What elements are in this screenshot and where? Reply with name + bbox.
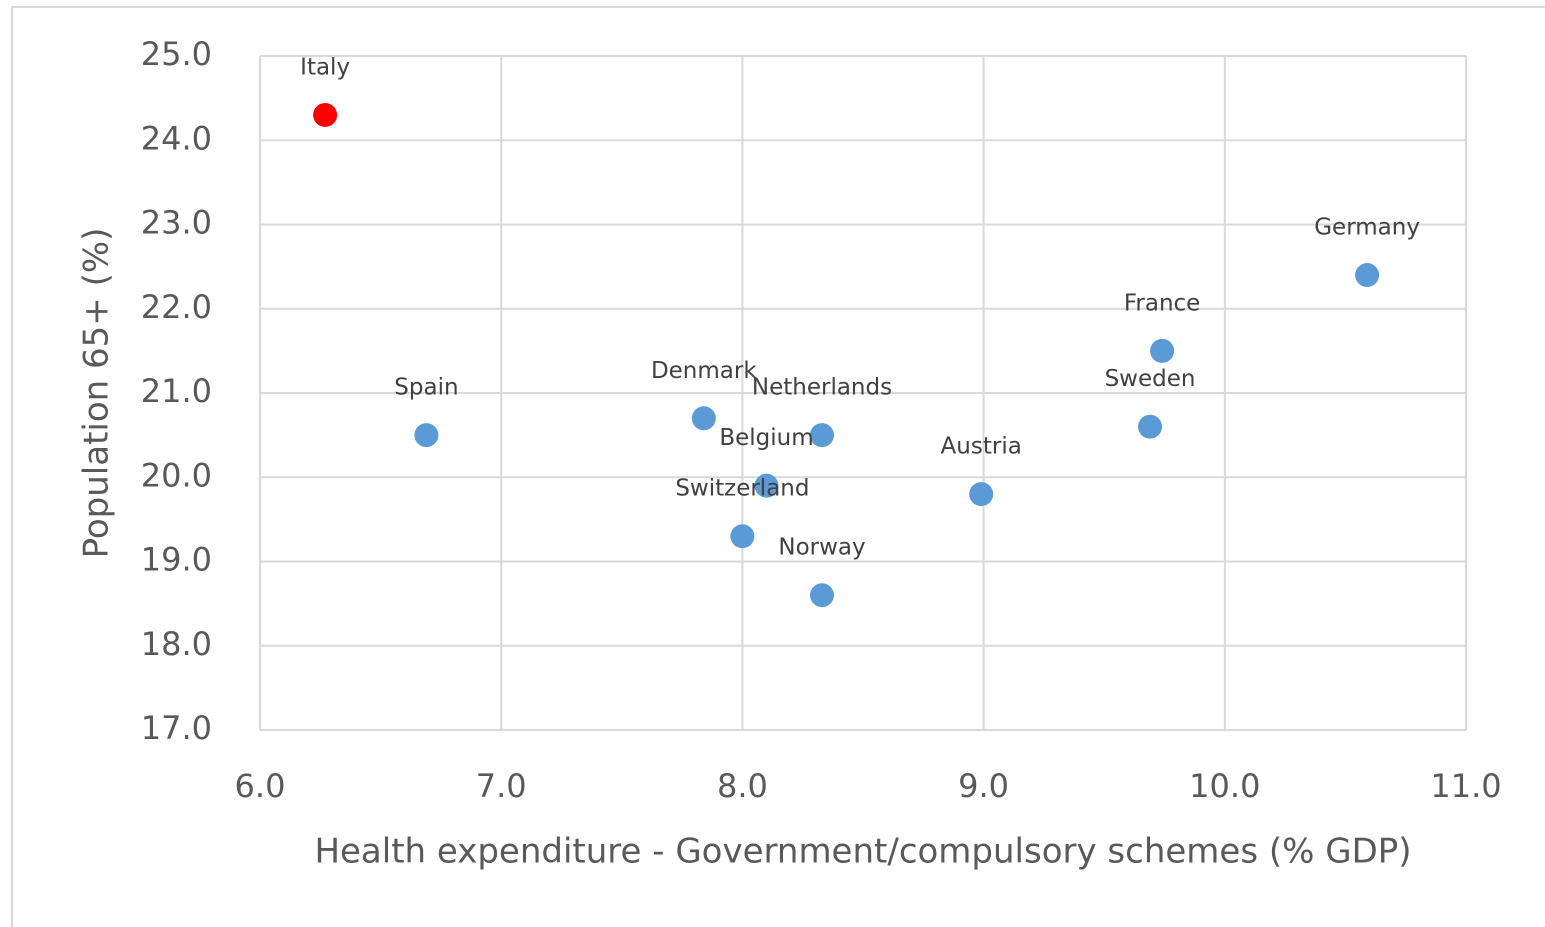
- data-label: Spain: [394, 375, 458, 401]
- x-tick-label: 10.0: [1189, 767, 1260, 805]
- y-tick-label: 18.0: [141, 625, 212, 663]
- x-tick-label: 11.0: [1430, 767, 1501, 805]
- point: [730, 524, 755, 549]
- x-tick-label: 7.0: [476, 767, 527, 805]
- y-tick-label: 25.0: [141, 35, 212, 73]
- x-tick-label: 9.0: [958, 767, 1009, 805]
- point: [969, 482, 994, 507]
- point: [691, 406, 716, 431]
- data-label: Netherlands: [752, 375, 892, 401]
- data-label: Denmark: [651, 358, 757, 384]
- point: [1150, 338, 1175, 363]
- y-tick-label: 23.0: [141, 204, 212, 242]
- chart-frame: [11, 6, 1545, 927]
- data-label: Belgium: [719, 425, 813, 451]
- data-label: Germany: [1314, 215, 1420, 241]
- y-tick-label: 24.0: [141, 119, 212, 157]
- x-tick-label: 6.0: [235, 767, 286, 805]
- point: [1138, 414, 1163, 439]
- data-label: Norway: [778, 535, 865, 561]
- y-tick-label: 21.0: [141, 372, 212, 410]
- data-label: Switzerland: [675, 476, 809, 502]
- point: [313, 102, 338, 127]
- y-axis-title: Population 65+ (%): [77, 228, 117, 559]
- data-label: Sweden: [1105, 366, 1196, 392]
- y-tick-label: 22.0: [141, 288, 212, 326]
- point: [809, 423, 834, 448]
- y-tick-label: 20.0: [141, 456, 212, 494]
- data-label: France: [1124, 290, 1200, 316]
- y-tick-label: 17.0: [141, 709, 212, 747]
- x-axis-title: Health expenditure - Government/compulso…: [314, 832, 1411, 872]
- point: [809, 583, 834, 608]
- x-tick-label: 8.0: [717, 767, 768, 805]
- y-tick-label: 19.0: [141, 541, 212, 579]
- point: [754, 473, 779, 498]
- point: [1355, 263, 1380, 288]
- data-label: Austria: [941, 434, 1022, 460]
- point: [414, 423, 439, 448]
- data-label: Italy: [300, 54, 350, 80]
